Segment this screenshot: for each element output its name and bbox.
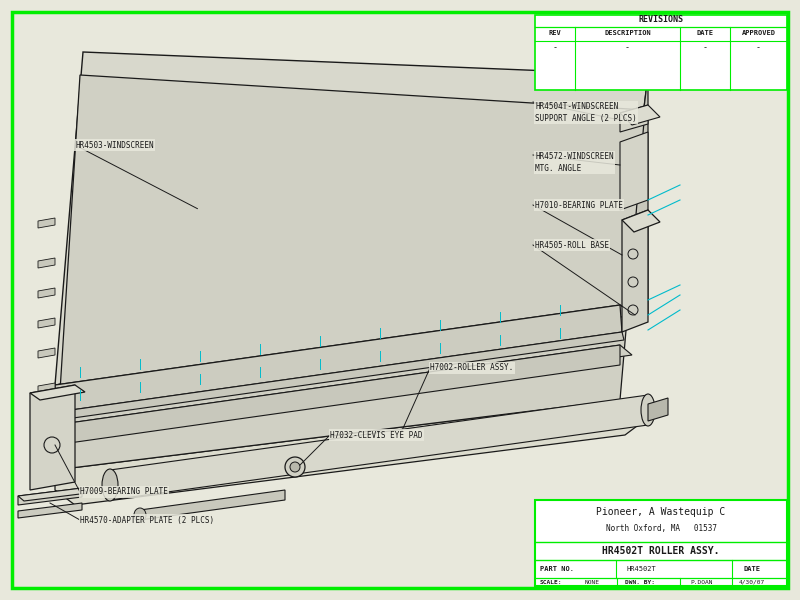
- Text: -: -: [553, 43, 558, 52]
- Polygon shape: [55, 345, 632, 435]
- Text: HR4505-ROLL BASE: HR4505-ROLL BASE: [535, 241, 609, 250]
- Polygon shape: [620, 132, 648, 210]
- Text: REV: REV: [549, 30, 562, 36]
- Polygon shape: [535, 500, 787, 586]
- Polygon shape: [620, 105, 660, 125]
- Polygon shape: [55, 305, 635, 395]
- Polygon shape: [622, 210, 660, 232]
- Text: APPROVED: APPROVED: [742, 30, 775, 36]
- Polygon shape: [38, 318, 55, 328]
- Text: NONE: NONE: [585, 580, 600, 584]
- Polygon shape: [18, 503, 82, 518]
- Polygon shape: [38, 218, 55, 228]
- Text: Pioneer, A Wastequip C: Pioneer, A Wastequip C: [596, 507, 726, 517]
- Text: -: -: [625, 43, 630, 52]
- Ellipse shape: [102, 469, 118, 501]
- Text: DESCRIPTION: DESCRIPTION: [604, 30, 651, 36]
- Polygon shape: [535, 15, 787, 90]
- Text: H7009-BEARING PLATE: H7009-BEARING PLATE: [80, 487, 168, 497]
- Polygon shape: [30, 385, 85, 400]
- Polygon shape: [38, 348, 55, 358]
- Polygon shape: [18, 488, 82, 505]
- Text: North Oxford, MA   01537: North Oxford, MA 01537: [606, 523, 717, 533]
- Polygon shape: [30, 385, 75, 490]
- Polygon shape: [55, 345, 620, 445]
- Polygon shape: [55, 75, 645, 470]
- Text: H7032-CLEVIS EYE PAD: H7032-CLEVIS EYE PAD: [330, 431, 422, 439]
- Polygon shape: [620, 105, 648, 132]
- Text: HR4503-WINDSCREEN: HR4503-WINDSCREEN: [75, 140, 154, 149]
- Text: H7002-ROLLER ASSY.: H7002-ROLLER ASSY.: [430, 364, 514, 373]
- Polygon shape: [620, 75, 648, 315]
- Text: -: -: [702, 43, 707, 52]
- Polygon shape: [38, 258, 55, 268]
- Circle shape: [285, 457, 305, 477]
- Text: PART NO.: PART NO.: [540, 566, 574, 572]
- Polygon shape: [14, 14, 786, 586]
- Text: HR4502T ROLLER ASSY.: HR4502T ROLLER ASSY.: [602, 546, 720, 556]
- Polygon shape: [38, 418, 55, 428]
- Circle shape: [290, 462, 300, 472]
- Text: HR4504T-WINDSCREEN
SUPPORT ANGLE (2 PLCS): HR4504T-WINDSCREEN SUPPORT ANGLE (2 PLCS…: [535, 102, 637, 123]
- Text: HR4572-WINDSCREEN
MTG. ANGLE: HR4572-WINDSCREEN MTG. ANGLE: [535, 152, 614, 173]
- Polygon shape: [140, 490, 285, 520]
- Text: REVISIONS: REVISIONS: [638, 14, 683, 23]
- Polygon shape: [622, 210, 648, 332]
- Polygon shape: [57, 332, 624, 420]
- Polygon shape: [55, 52, 648, 385]
- Polygon shape: [38, 383, 55, 393]
- Text: P.DOAN: P.DOAN: [690, 580, 713, 584]
- Text: DATE: DATE: [697, 30, 714, 36]
- Ellipse shape: [641, 394, 655, 426]
- Polygon shape: [55, 305, 622, 412]
- Text: H7010-BEARING PLATE: H7010-BEARING PLATE: [535, 200, 623, 209]
- Polygon shape: [55, 400, 645, 505]
- Polygon shape: [55, 305, 640, 395]
- Polygon shape: [110, 395, 648, 500]
- Text: HR4570-ADAPTER PLATE (2 PLCS): HR4570-ADAPTER PLATE (2 PLCS): [80, 515, 214, 524]
- Polygon shape: [38, 288, 55, 298]
- Text: DATE: DATE: [743, 566, 761, 572]
- Polygon shape: [648, 398, 668, 421]
- Text: -: -: [756, 43, 761, 52]
- Text: DWN. BY:: DWN. BY:: [625, 580, 655, 584]
- Ellipse shape: [134, 508, 146, 522]
- Polygon shape: [18, 488, 88, 501]
- Text: SCALE:: SCALE:: [540, 580, 562, 584]
- Text: 4/30/07: 4/30/07: [739, 580, 765, 584]
- Text: HR4502T: HR4502T: [626, 566, 656, 572]
